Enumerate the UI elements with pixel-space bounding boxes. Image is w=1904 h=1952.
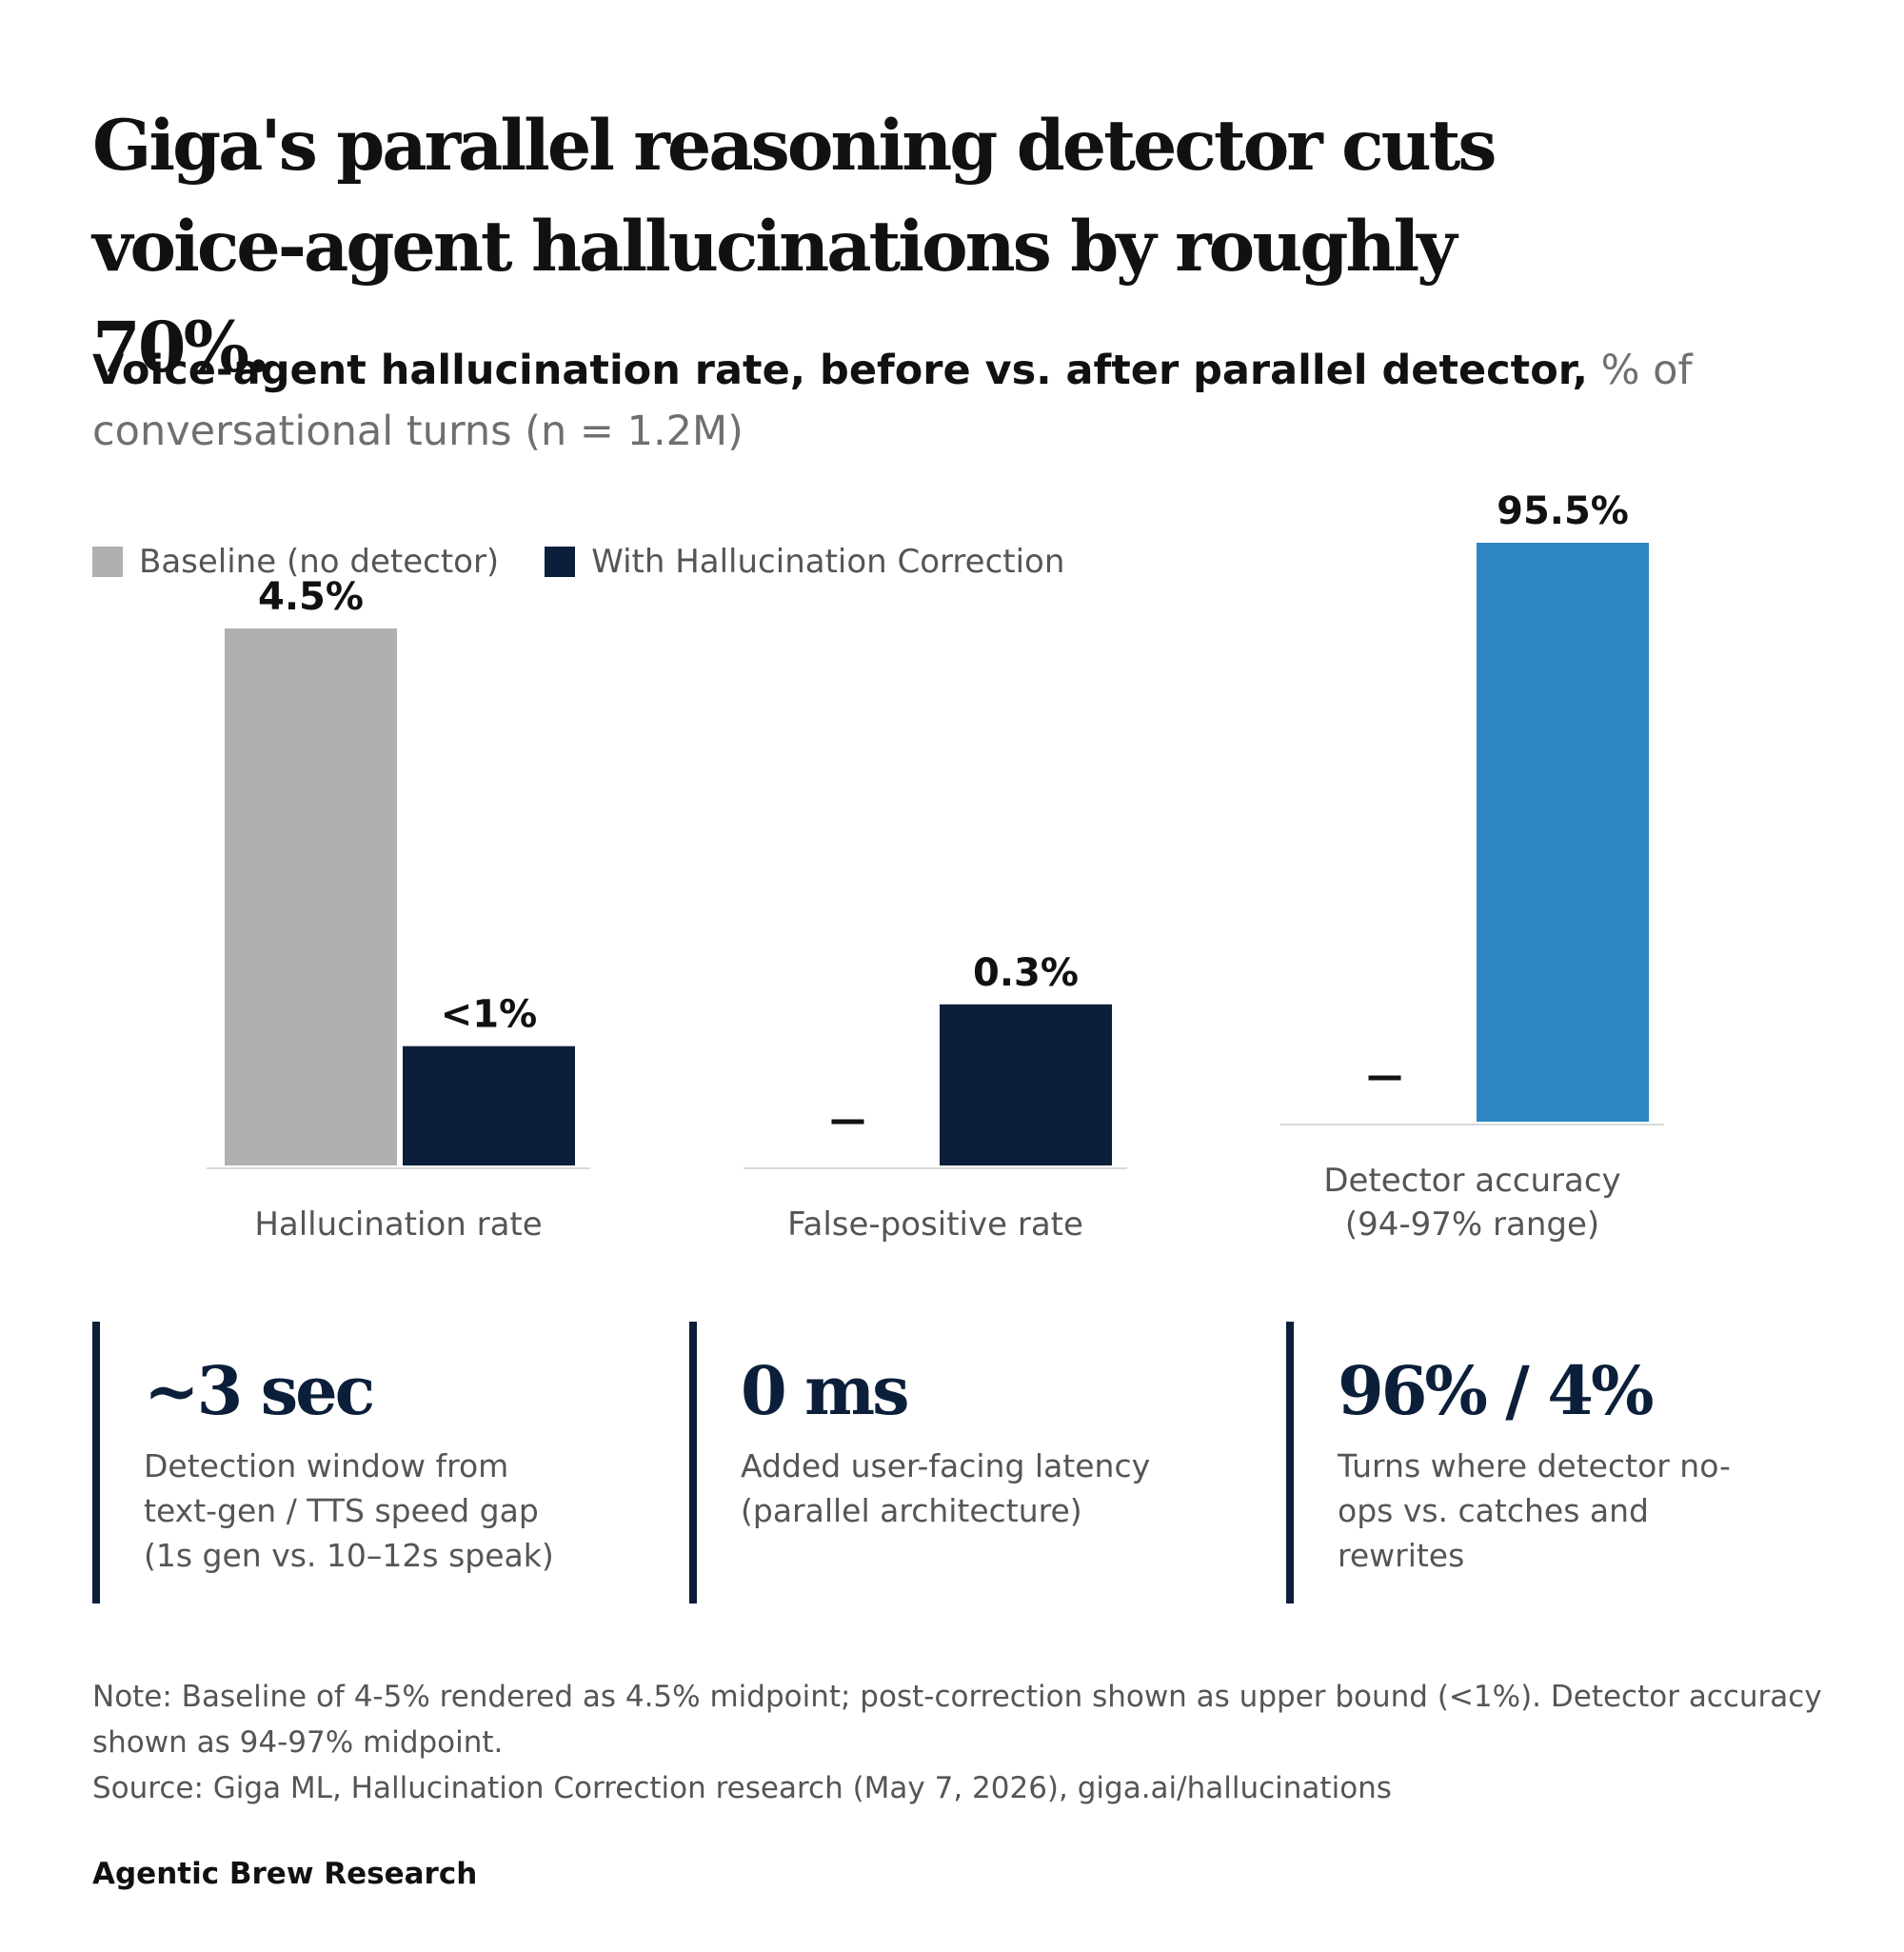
stat-value: 96% / 4% <box>1338 1351 1654 1430</box>
panel-1-data-label-corrected: <1% <box>441 993 537 1037</box>
panel-2-data-label-corrected: 0.3% <box>973 951 1079 995</box>
legend: Baseline (no detector) With Hallucinatio… <box>92 541 1110 583</box>
stat-noop-vs-rewrite: 96% / 4% Turns where detector no-ops vs.… <box>1286 1322 1857 1603</box>
legend-swatch-baseline <box>92 547 123 577</box>
stat-description: Detection window from text-gen / TTS spe… <box>144 1447 554 1574</box>
stat-description: Turns where detector no-ops vs. catches … <box>1338 1447 1731 1574</box>
panel-3-bar-corrected <box>1477 543 1649 1122</box>
bar-chart: 4.5% <1% Hallucination rate 0.3% False-posit… <box>207 489 1664 1244</box>
footnotes: Note: Baseline of 4-5% rendered as 4.5% … <box>92 1674 1835 1811</box>
panel-1-data-label-baseline: 4.5% <box>258 575 364 619</box>
panel-3-category-label: Detector accuracy <box>1323 1162 1620 1200</box>
subtitle-unit: % of conversational turns (n = 1.2M) <box>92 347 1693 455</box>
panel-1-bar-baseline <box>225 628 397 1165</box>
panel-3-data-label-corrected: 95.5% <box>1497 489 1629 533</box>
stat-added-latency: 0 ms Added user-facing latency (parallel… <box>689 1322 1260 1603</box>
legend-swatch-corrected <box>545 547 576 577</box>
subtitle-lead: Voice-agent hallucination rate, before v… <box>92 347 1588 394</box>
panel-3-category-label: (94-97% range) <box>1345 1205 1599 1244</box>
legend-label-baseline: Baseline (no detector) <box>139 543 500 581</box>
legend-label-corrected: With Hallucination Correction <box>591 543 1065 581</box>
chart-title: Giga's parallel reasoning detector cuts … <box>92 105 1497 388</box>
source-text: Source: Giga ML, Hallucination Correctio… <box>92 1771 1392 1805</box>
brand-credit: Agentic Brew Research <box>92 1857 478 1891</box>
stat-description: Added user-facing latency (parallel arch… <box>741 1447 1151 1529</box>
stat-value: ~3 sec <box>144 1351 375 1430</box>
panel-2-bar-corrected <box>940 1004 1112 1165</box>
panel-1-bar-corrected <box>403 1046 575 1165</box>
legend-item-corrected: With Hallucination Correction <box>545 543 1064 581</box>
panel-2-category-label: False-positive rate <box>787 1205 1083 1244</box>
panel-1-category-label: Hallucination rate <box>254 1205 542 1244</box>
stat-detection-window: ~3 sec Detection window from text-gen / … <box>92 1322 664 1603</box>
chart-subtitle: Voice-agent hallucination rate, before v… <box>92 340 1854 462</box>
legend-item-baseline: Baseline (no detector) <box>92 543 499 581</box>
note-text: Note: Baseline of 4-5% rendered as 4.5% … <box>92 1680 1822 1760</box>
stat-value: 0 ms <box>741 1351 910 1430</box>
